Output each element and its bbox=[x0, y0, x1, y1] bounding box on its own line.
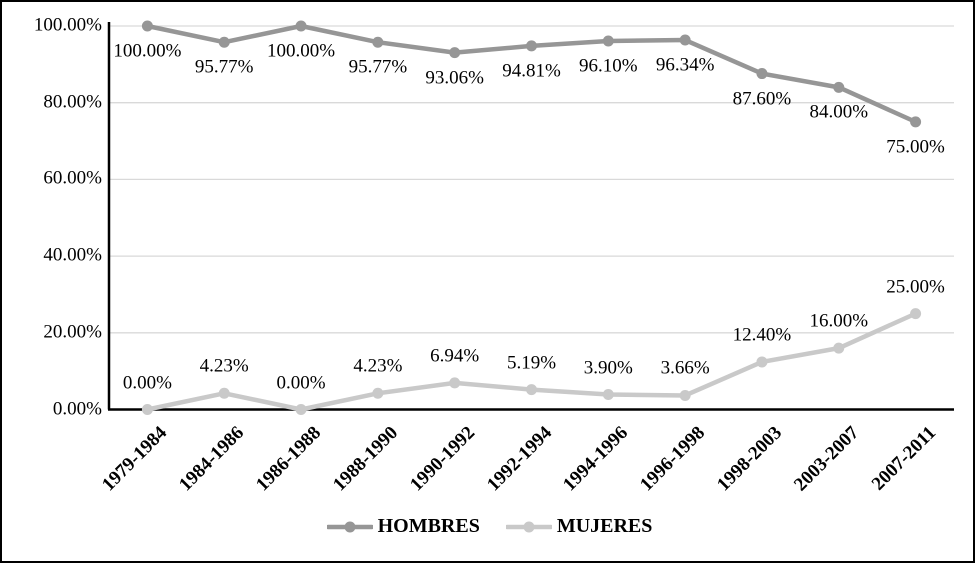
data-point-hombres bbox=[602, 35, 614, 47]
data-point-hombres bbox=[295, 20, 307, 32]
data-label-mujeres: 6.94% bbox=[430, 345, 480, 367]
data-label-hombres: 96.34% bbox=[655, 54, 715, 76]
y-axis-tick-label: 0.00% bbox=[52, 398, 102, 420]
data-point-mujeres bbox=[141, 404, 153, 415]
data-point-mujeres bbox=[295, 404, 307, 415]
data-label-mujeres: 0.00% bbox=[122, 372, 172, 394]
data-label-hombres: 93.06% bbox=[425, 67, 484, 89]
data-point-mujeres bbox=[449, 377, 461, 389]
data-point-mujeres bbox=[833, 342, 845, 354]
data-label-hombres: 84.00% bbox=[809, 101, 869, 123]
data-label-hombres: 94.81% bbox=[502, 60, 561, 82]
data-point-hombres bbox=[833, 81, 845, 93]
data-label-hombres: 95.77% bbox=[194, 56, 254, 78]
data-label-mujeres: 25.00% bbox=[886, 276, 945, 298]
data-label-hombres: 87.60% bbox=[732, 88, 792, 110]
data-label-hombres: 100.00% bbox=[266, 40, 336, 62]
data-point-mujeres bbox=[679, 389, 691, 401]
data-label-mujeres: 12.40% bbox=[732, 324, 792, 346]
data-label-mujeres: 3.66% bbox=[660, 358, 710, 380]
data-point-mujeres bbox=[910, 308, 922, 320]
data-point-hombres bbox=[141, 20, 153, 32]
data-point-hombres bbox=[679, 34, 691, 46]
data-label-mujeres: 4.23% bbox=[353, 355, 403, 377]
data-point-hombres bbox=[218, 36, 230, 48]
data-label-mujeres: 0.00% bbox=[276, 372, 326, 394]
legend-label: HOMBRES bbox=[377, 515, 480, 537]
data-point-hombres bbox=[910, 116, 922, 128]
legend: HOMBRES MUJERES bbox=[2, 515, 973, 538]
legend-line-marker-icon bbox=[505, 521, 552, 532]
y-axis-tick-label: 80.00% bbox=[43, 91, 102, 113]
data-point-mujeres bbox=[218, 387, 230, 399]
data-label-hombres: 96.10% bbox=[579, 55, 638, 77]
data-label-mujeres: 5.19% bbox=[506, 352, 557, 374]
y-axis-tick-label: 40.00% bbox=[43, 244, 102, 266]
y-axis-tick-label: 60.00% bbox=[43, 167, 102, 189]
data-label-hombres: 75.00% bbox=[886, 136, 945, 158]
legend-item-hombres: HOMBRES bbox=[326, 515, 480, 538]
data-point-mujeres bbox=[372, 387, 384, 399]
data-label-mujeres: 3.90% bbox=[583, 357, 633, 379]
data-point-mujeres bbox=[602, 389, 614, 401]
data-point-hombres bbox=[526, 40, 537, 52]
data-label-mujeres: 16.00% bbox=[809, 310, 869, 332]
y-axis-tick-label: 100.00% bbox=[33, 14, 102, 36]
data-point-hombres bbox=[372, 36, 384, 48]
legend-label: MUJERES bbox=[556, 515, 653, 537]
data-label-hombres: 100.00% bbox=[113, 40, 182, 62]
legend-item-mujeres: MUJERES bbox=[505, 515, 653, 538]
data-point-hombres bbox=[449, 47, 461, 59]
data-point-mujeres bbox=[756, 356, 768, 368]
data-label-mujeres: 4.23% bbox=[199, 355, 249, 377]
data-label-hombres: 95.77% bbox=[348, 56, 408, 78]
data-point-hombres bbox=[756, 68, 768, 80]
data-point-mujeres bbox=[526, 384, 537, 396]
legend-line-marker-icon bbox=[326, 521, 373, 532]
y-axis-tick-label: 20.00% bbox=[43, 321, 102, 343]
